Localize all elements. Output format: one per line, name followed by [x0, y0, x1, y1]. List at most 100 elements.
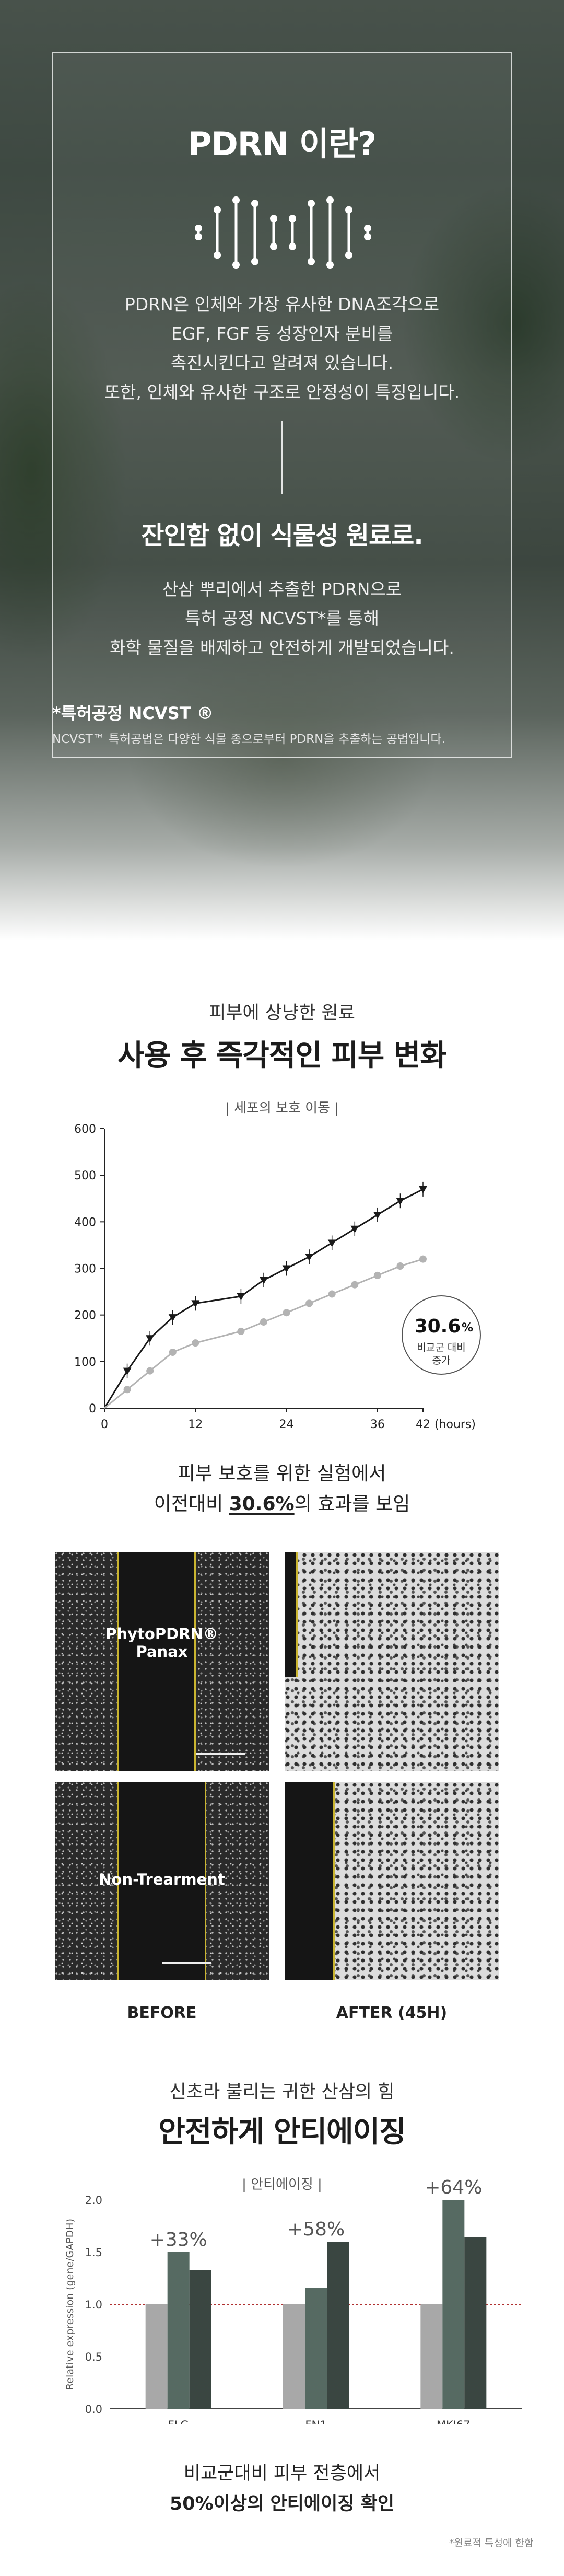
bar-chart-caption: | 안티에이징 |	[242, 2177, 322, 2192]
label-phytopdrn-line1: PhytoPDRN®	[105, 1625, 218, 1643]
data-point	[306, 1299, 313, 1307]
label-phytopdrn-line2: Panax	[136, 1643, 188, 1661]
wound-gap	[118, 1782, 206, 1980]
y-tick-label: 1.0	[85, 2299, 102, 2311]
y-tick-label: 500	[74, 1169, 96, 1182]
bar	[327, 2242, 349, 2409]
dna-node	[308, 200, 315, 207]
label-phytopdrn: PhytoPDRN® Panax	[55, 1625, 269, 1661]
dna-node	[364, 225, 371, 232]
divider-line	[281, 421, 283, 494]
category-label: FN1	[305, 2419, 326, 2424]
scale-bar	[196, 1753, 245, 1755]
patent-description: NCVST™ 특허공법은 다양한 식물 종으로부터 PDRN을 추출하는 공법입…	[52, 733, 445, 746]
result-post: 의 효과를 보임	[294, 1493, 410, 1515]
data-point	[123, 1386, 131, 1394]
section2-subtitle: 신초라 불리는 귀한 산삼의 힘	[169, 2082, 395, 2103]
label-before: BEFORE	[127, 2004, 197, 2022]
dna-node	[232, 196, 240, 204]
badge-value: 30.6	[415, 1316, 461, 1337]
dna-node	[345, 206, 352, 214]
bar-annotation: +33%	[150, 2229, 207, 2250]
bar	[167, 2252, 190, 2409]
x-tick-label: 36	[370, 1418, 385, 1431]
y-axis-label: Relative expression (gene/GAPDH)	[64, 2219, 76, 2390]
line-chart: 0 100 200 300 400 500 600 0 12 24 36 42 (hours) 30.6…	[74, 1123, 481, 1431]
data-point	[419, 1186, 427, 1193]
increase-badge	[402, 1295, 481, 1375]
dna-node	[251, 258, 258, 265]
hero-desc-line: 또한, 인체와 유사한 구조로 안정성이 특징입니다.	[104, 382, 460, 402]
dna-node	[232, 261, 240, 269]
dna-node	[289, 242, 296, 250]
badge-unit: %	[462, 1321, 473, 1335]
wound-gap	[118, 1552, 196, 1771]
bar	[283, 2304, 305, 2409]
section2-title: 안전하게 안티에이징	[158, 2115, 406, 2149]
dna-node	[270, 215, 277, 223]
x-tick-label: 12	[188, 1418, 203, 1431]
dna-node	[214, 206, 221, 214]
y-tick-label: 2.0	[85, 2194, 102, 2207]
data-point	[191, 1300, 200, 1308]
data-point	[282, 1265, 291, 1273]
series-line	[103, 1188, 424, 1409]
section2-result-line-1: 비교군대비 피부 전층에서	[183, 2463, 381, 2484]
bar	[189, 2270, 212, 2409]
dna-node	[345, 251, 352, 259]
wound-gap	[285, 1782, 334, 1980]
hero-title: PDRN 이란?	[187, 125, 377, 163]
y-tick-label: 100	[74, 1356, 96, 1369]
dna-node	[195, 225, 202, 232]
section1-title: 사용 후 즉각적인 피부 변화	[118, 1039, 447, 1073]
image-control-before: Non-Trearment	[55, 1782, 269, 1980]
bar	[420, 2304, 443, 2409]
data-point	[237, 1293, 245, 1301]
result-line-2: 이전대비 30.6%의 효과를 보임	[0, 1489, 564, 1519]
data-point	[169, 1349, 177, 1356]
badge-line2: 증가	[432, 1355, 451, 1366]
y-tick-label: 0.0	[85, 2403, 102, 2416]
image-treated-after	[285, 1552, 499, 1771]
section1-result: 피부 보호를 위한 실험에서 이전대비 30.6%의 효과를 보임	[0, 1459, 564, 1519]
dna-node	[251, 200, 258, 207]
hero-description-2: 산삼 뿌리에서 추출한 PDRN으로 특허 공정 NCVST*를 통해 화학 물…	[0, 575, 564, 663]
label-non-treatment: Non-Trearment	[99, 1871, 225, 1888]
y-tick-label: 200	[74, 1309, 96, 1322]
result-line-1: 피부 보호를 위한 실험에서	[178, 1463, 386, 1484]
bar	[145, 2304, 168, 2409]
dna-node	[195, 233, 202, 240]
series-line	[104, 1258, 424, 1409]
data-point	[283, 1309, 290, 1317]
wound-gap	[285, 1552, 296, 1677]
hero-frame	[52, 52, 512, 758]
bar-chart: 0.0 0.5 1.0 1.5 2.0 Relative expression (gene…	[64, 2177, 522, 2424]
data-point	[237, 1327, 245, 1335]
section2-result-line-2: 50%이상의 안티에이징 확인	[169, 2493, 395, 2514]
data-point	[373, 1271, 381, 1279]
dna-node	[326, 196, 334, 204]
result-highlight: 30.6%	[229, 1493, 295, 1515]
hero-headline: 잔인함 없이 식물성 원료로.	[141, 521, 423, 550]
y-tick-label: 400	[74, 1216, 96, 1229]
dna-node	[308, 258, 315, 265]
dna-node	[326, 261, 334, 269]
dna-node	[214, 251, 221, 259]
y-tick-label: 0.5	[85, 2351, 102, 2363]
result-pre: 이전대비	[154, 1493, 229, 1515]
patent-title: *특허공정 NCVST ®	[52, 703, 214, 723]
data-point	[328, 1290, 336, 1298]
label-after: AFTER (45H)	[336, 2004, 448, 2022]
data-point	[396, 1198, 405, 1205]
hero-desc-line: EGF, FGF 등 성장인자 분비를	[171, 323, 393, 344]
section1-subtitle: 피부에 상냥한 원료	[209, 1003, 355, 1024]
image-treated-before: PhytoPDRN® Panax	[55, 1552, 269, 1771]
data-point	[350, 1225, 359, 1233]
bar	[305, 2288, 327, 2409]
bar	[464, 2237, 487, 2409]
dna-node	[289, 215, 296, 223]
data-point	[146, 1335, 155, 1343]
dna-icon	[195, 196, 371, 269]
footnote: *원료적 특성에 한함	[449, 2537, 534, 2549]
